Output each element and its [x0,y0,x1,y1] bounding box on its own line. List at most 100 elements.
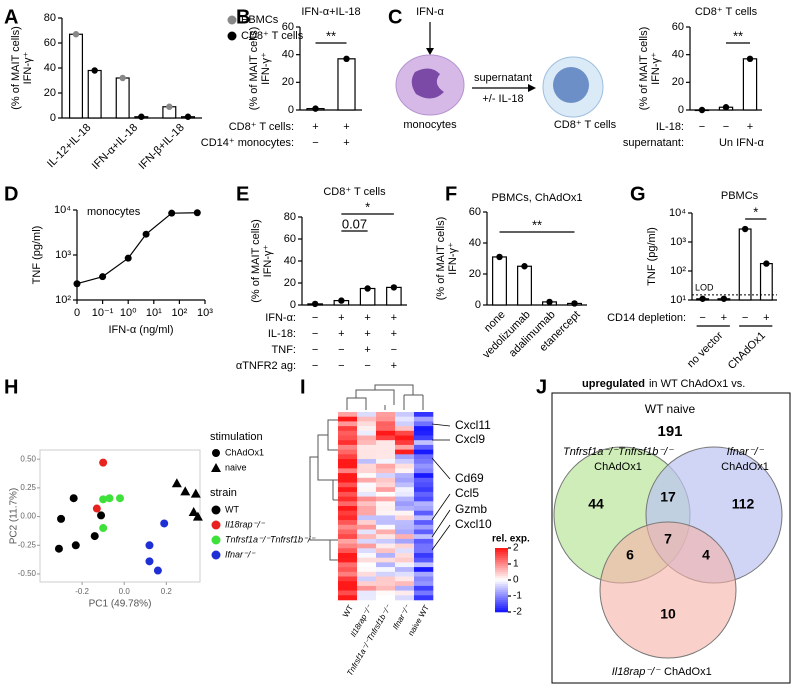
heatmap-cell [414,585,434,591]
heatmap-cell [395,534,415,540]
heatmap-cell [395,477,415,483]
bar-point [699,295,706,302]
bar [337,58,356,111]
heatmap-cell [338,538,358,544]
heatmap-cell [414,571,434,577]
heatmap-cell [357,576,377,582]
row-value: + [338,312,344,324]
heatmap-cell [338,515,358,521]
x-tick-label: 10¹ [146,307,162,319]
bar-point [166,103,173,110]
legend-marker [227,31,237,41]
heatmap-cell [414,506,434,511]
row-value: + [763,312,769,324]
colorbar-cell [495,578,508,581]
heatmap-cell [357,567,377,573]
heatmap-cell [357,548,377,554]
diagram-label: +/- IL-18 [482,93,523,105]
heatmap-cell [357,491,377,497]
heatmap-cell [338,534,358,540]
bar [87,69,102,119]
row-label: CD14 depletion: [607,312,686,324]
bar-point [364,285,371,292]
heatmap-cell [414,426,434,432]
significance-label: * [365,199,370,214]
heatmap-cell [395,454,415,460]
venn-reference: WT naive [645,402,696,416]
heatmap-cell [414,477,434,483]
heatmap-cell [376,562,396,568]
heatmap-cell [338,468,358,474]
bar [492,256,507,306]
bar-point [184,113,192,120]
significance-label: 0.07 [342,216,367,231]
bar [517,265,532,306]
heatmap-cell [395,543,415,549]
heatmap-cell [357,581,377,587]
heatmap-cell [395,576,415,582]
gene-pointer [431,423,451,427]
row-label: TNF: [272,344,296,356]
heatmap-cell [414,534,434,540]
colorbar-cell [495,556,508,559]
heatmap-cell [376,421,396,427]
heatmap-cell [376,435,396,441]
gene-pointer [431,457,451,480]
bar-point [338,297,345,304]
row-value: − [723,121,729,133]
bar [742,58,758,111]
legend-label: CD8⁺ T cells [241,30,304,42]
colorbar-title: rel. exp. [492,534,530,545]
heatmap-cell [357,426,377,432]
heatmap-cell [414,510,434,516]
heatmap-cell [395,553,415,558]
heatmap-cell [376,567,396,573]
venn-set-label: ChAdOx1 [721,461,769,473]
point [97,511,106,520]
colorbar-cell [495,594,508,597]
gene-pointer [431,493,451,521]
heatmap-cell [376,459,396,464]
gene-pointer [431,524,451,551]
bar-point [720,295,728,302]
panel-letter: A [4,6,18,28]
venn-frame [551,392,791,684]
bar-point [390,284,398,291]
heatmap-cell [395,421,415,427]
y-axis-label: (% of MAIT cells) [250,219,262,303]
heatmap-cell [376,553,396,558]
row-value: − [391,344,397,356]
point [124,254,132,262]
y-tick-label: 10⁴ [669,207,686,219]
arrow-head [426,48,434,55]
y-tick-label: 40 [672,49,684,61]
row-value: + [364,312,370,324]
y-tick-label: 10³ [55,249,71,261]
y-tick-label: 40 [282,49,294,61]
diagram-label: monocytes [403,119,457,131]
venn-set [599,521,737,659]
heatmap-cell [338,444,358,450]
gene-label: Cd69 [455,471,484,485]
heatmap-cell [414,538,434,544]
heatmap-cell [338,520,358,526]
point [99,524,108,533]
heatmap-cell [338,581,358,587]
colorbar-cell [495,564,508,567]
heatmap-cell [376,520,396,526]
heatmap-cell [414,557,434,563]
heatmap-cell [395,440,415,446]
y-tick-label: 80 [44,12,56,24]
heatmap-cell [414,548,434,554]
row-value: + [338,328,344,340]
heatmap-cell [395,473,415,479]
diagram-label: IFN-α [416,6,444,18]
colorbar-cell [495,598,508,601]
colorbar-cell [495,548,508,551]
heatmap-cell [338,440,358,446]
heatmap-cell [395,506,415,511]
row-label: CD14⁺ monocytes: [201,137,294,149]
chart-title: CD8⁺ T cells [323,186,386,198]
heatmap-cell [395,567,415,573]
